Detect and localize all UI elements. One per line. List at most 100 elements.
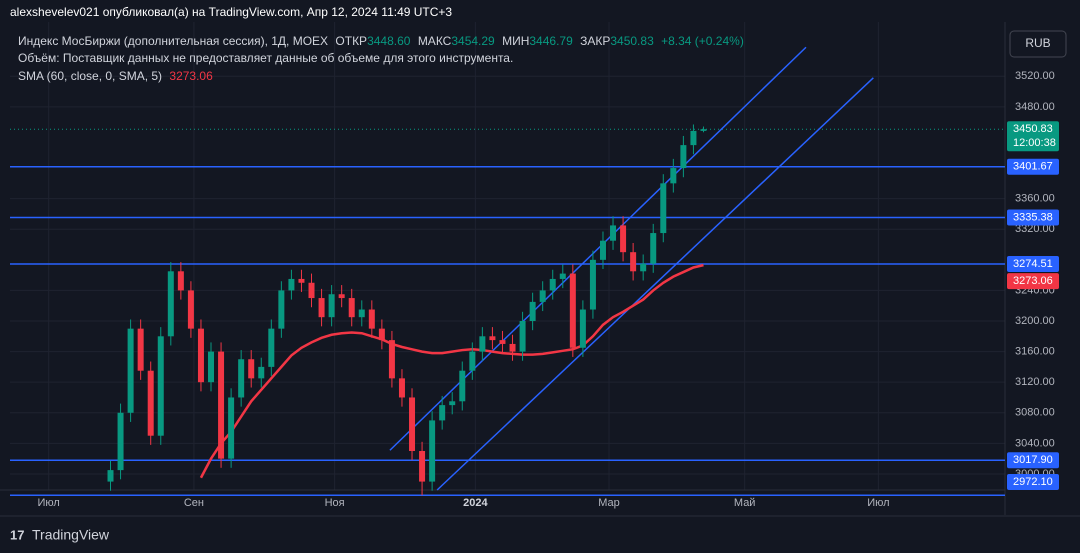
candle-body — [298, 278, 305, 283]
candle-body — [268, 328, 275, 367]
legend-high: 3454.29 — [451, 34, 495, 48]
level-tag: 3401.67 — [1013, 161, 1053, 173]
candle-body — [218, 351, 225, 459]
candle-body — [509, 343, 516, 352]
legend-sma-value: 3273.06 — [169, 69, 213, 83]
candle-body — [549, 278, 556, 291]
candle-body — [539, 290, 546, 302]
candle-body — [499, 340, 506, 344]
legend-low-label: МИН — [502, 34, 529, 48]
candle-body — [700, 129, 707, 131]
currency-label[interactable]: RUB — [1025, 36, 1050, 50]
y-tick-label: 3320.00 — [1015, 223, 1055, 235]
sma-tag: 3273.06 — [1013, 275, 1053, 287]
candle-body — [278, 290, 285, 329]
y-tick-label: 3160.00 — [1015, 345, 1055, 357]
y-tick-label: 3120.00 — [1015, 376, 1055, 388]
level-tag: 3274.51 — [1013, 258, 1053, 270]
candle-body — [599, 240, 606, 260]
y-tick-label: 3200.00 — [1015, 315, 1055, 327]
trendline — [389, 46, 807, 451]
candle-body — [429, 420, 436, 482]
legend-volume: Объём: Поставщик данных не предоставляет… — [18, 51, 513, 65]
candle-body — [187, 290, 194, 329]
legend-line: Индекс МосБиржи (дополнительная сессия),… — [18, 34, 744, 48]
candle-body — [519, 321, 526, 352]
candle-body — [479, 336, 486, 352]
y-tick-label: 3080.00 — [1015, 407, 1055, 419]
candle-body — [680, 145, 687, 169]
level-tag-bg — [1007, 209, 1059, 226]
legend-open: 3448.60 — [367, 34, 411, 48]
legend: Индекс МосБиржи (дополнительная сессия),… — [18, 34, 744, 83]
legend-close: 3450.83 — [610, 34, 654, 48]
candle-body — [117, 412, 124, 471]
x-tick-label: Июл — [38, 497, 60, 509]
candle-body — [157, 336, 164, 436]
y-tick-label: 3360.00 — [1015, 193, 1055, 205]
x-tick-label: Мар — [598, 497, 620, 509]
currency-button[interactable] — [1009, 30, 1067, 58]
level-tag: 3335.38 — [1013, 211, 1053, 223]
countdown-tag: 12:00:38 — [1013, 137, 1056, 149]
legend-high-label: МАКС — [418, 34, 452, 48]
candle-body — [439, 405, 446, 421]
level-tag-bg — [1007, 474, 1059, 490]
candle-body — [378, 328, 385, 341]
legend-sma-line: SMA (60, close, 0, SMA, 5) 3273.06 — [18, 69, 213, 83]
footer-logo: TradingView — [32, 527, 110, 543]
candle-body — [328, 294, 335, 318]
candle-body — [409, 397, 416, 451]
candle-body — [690, 130, 697, 146]
candle-body — [620, 225, 627, 253]
legend-change: +8.34 (+0.24%) — [661, 34, 744, 48]
candle-body — [308, 282, 315, 299]
candle-body — [208, 351, 215, 383]
legend-low: 3446.79 — [529, 34, 573, 48]
candle-body — [248, 359, 255, 379]
level-tag: 3017.90 — [1013, 454, 1053, 466]
candle-body — [589, 259, 596, 310]
legend-sma-label: SMA (60, close, 0, SMA, 5) — [18, 69, 162, 83]
level-tag-bg — [1007, 256, 1059, 273]
candle-body — [559, 273, 566, 279]
candle-body — [469, 351, 476, 371]
candle-body — [137, 328, 144, 371]
candle-body — [610, 225, 617, 241]
candle-body — [388, 340, 395, 379]
x-tick-label: Сен — [184, 497, 204, 509]
candle-body — [650, 233, 657, 264]
candle-body — [449, 401, 456, 406]
candle-body — [489, 336, 496, 341]
trendline — [436, 77, 874, 491]
y-tick-label: 3040.00 — [1015, 437, 1055, 449]
sma-line — [199, 263, 704, 479]
x-tick-label: Ноя — [325, 497, 345, 509]
candle-body — [419, 451, 426, 482]
candle-body — [348, 298, 355, 318]
candle-body — [569, 273, 576, 348]
candle-body — [147, 370, 154, 436]
x-tick-label: Май — [734, 497, 756, 509]
x-tick-label: 2024 — [463, 497, 488, 509]
candle-body — [358, 309, 365, 318]
y-tick-label: 3480.00 — [1015, 101, 1055, 113]
candle-body — [238, 359, 245, 398]
candle-body — [630, 252, 637, 272]
candle-body — [107, 470, 114, 482]
candle-body — [338, 294, 345, 299]
candle-body — [579, 309, 586, 348]
candle-body — [459, 370, 466, 402]
candle-body — [640, 263, 647, 272]
candle-body — [318, 298, 325, 318]
candle-body — [228, 397, 235, 459]
logo-mark: 17 — [10, 527, 24, 542]
candle-body — [127, 328, 134, 413]
candle-body — [197, 328, 204, 383]
top-bar: alexshevelev021 опубликовал(а) на Tradin… — [10, 5, 452, 19]
level-tag: 2972.10 — [1013, 476, 1053, 488]
candle-body — [398, 378, 405, 398]
candle-body — [660, 183, 667, 234]
